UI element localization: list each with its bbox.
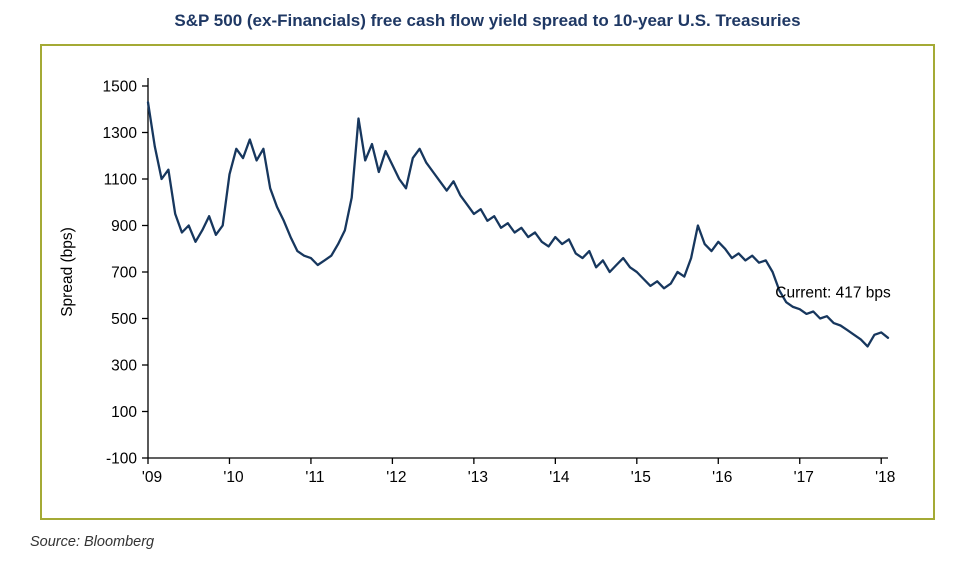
x-tick-label: '16: [712, 469, 732, 486]
x-tick-label: '17: [794, 469, 814, 486]
x-tick-label: '10: [223, 469, 244, 486]
y-tick-label: 900: [111, 218, 137, 235]
y-tick-label: 500: [111, 311, 137, 328]
y-tick-label: 1500: [103, 79, 138, 96]
chart-title: S&P 500 (ex-Financials) free cash flow y…: [174, 11, 801, 30]
x-tick-label: '11: [305, 469, 324, 486]
x-tick-label: '12: [386, 469, 406, 486]
y-tick-label: 100: [111, 404, 137, 421]
x-tick-label: '13: [468, 469, 488, 486]
x-tick-label: '09: [142, 469, 162, 486]
y-tick-label: 700: [111, 265, 137, 282]
x-tick-label: '18: [875, 469, 895, 486]
x-tick-label: '14: [549, 469, 570, 486]
y-tick-label: 1100: [104, 172, 138, 189]
y-axis-title: Spread (bps): [59, 227, 76, 317]
y-tick-label: 1300: [103, 125, 138, 142]
chart-frame: 1500 1300 1100 900 700 500 300 100 -100 '09 '10 '11…: [40, 44, 935, 520]
source-note: Source: Bloomberg: [30, 534, 155, 550]
spread-series-line: [146, 101, 890, 348]
y-tick-label: -100: [106, 451, 137, 468]
current-value-annotation: Current: 417 bps: [775, 285, 891, 302]
spread-line-chart: 1500 1300 1100 900 700 500 300 100 -100 '09 '10 '11…: [59, 78, 895, 486]
x-tick-label: '15: [631, 469, 651, 486]
y-tick-label: 300: [111, 358, 137, 375]
